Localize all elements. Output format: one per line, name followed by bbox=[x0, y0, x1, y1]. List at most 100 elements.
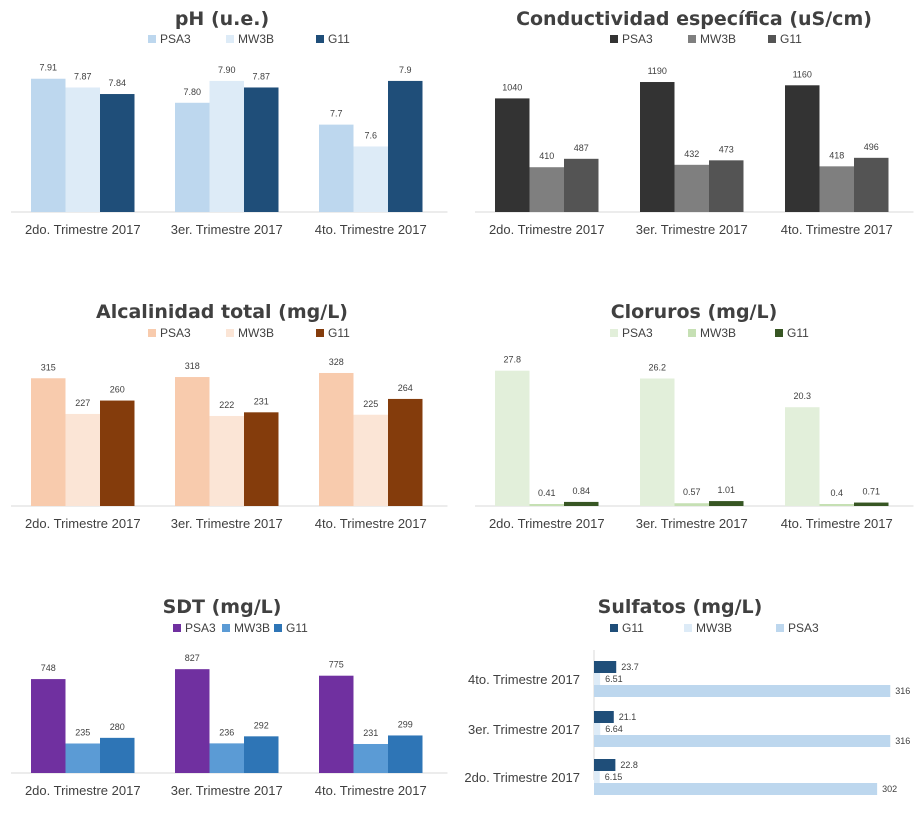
chart5-bar-g11-1 bbox=[100, 737, 135, 773]
chart5-bar-psa3-3 bbox=[319, 675, 354, 773]
chart2-legend-swatch-psa3 bbox=[610, 35, 618, 43]
chart5-label-psa3-1: 748 bbox=[41, 663, 56, 673]
chart2-label-mw3b-2: 432 bbox=[684, 149, 699, 159]
chart4-bar-mw3b-3 bbox=[819, 504, 854, 506]
chart1-label-mw3b-1: 7.87 bbox=[74, 71, 92, 81]
chart5-legend-swatch-mw3b bbox=[222, 624, 230, 632]
chart4-bar-psa3-1 bbox=[495, 370, 530, 506]
chart2-label-mw3b-3: 418 bbox=[829, 150, 844, 160]
chart5-label-mw3b-3: 231 bbox=[363, 728, 378, 738]
chart6-bar-mw3b-2 bbox=[594, 723, 601, 735]
chart5-bar-g11-3 bbox=[388, 735, 423, 773]
chart2-bar-psa3-2 bbox=[640, 82, 675, 212]
chart1-bar-g11-2 bbox=[244, 87, 279, 212]
chart1-legend-mw3b: MW3B bbox=[238, 32, 274, 46]
chart1-label-mw3b-3: 7.6 bbox=[364, 130, 377, 140]
chart5-label-psa3-3: 775 bbox=[329, 660, 344, 670]
chart1-legend-swatch-mw3b bbox=[226, 35, 234, 43]
chart3-label-psa3-3: 328 bbox=[329, 357, 344, 367]
chart3-bar-psa3-3 bbox=[319, 372, 354, 506]
chart3-label-g11-2: 231 bbox=[254, 396, 269, 406]
chart2-label-psa3-1: 1040 bbox=[502, 82, 522, 92]
chart1-label-g11-1: 7.84 bbox=[108, 78, 126, 88]
chart6-bar-g11-2 bbox=[594, 711, 614, 723]
chart1-bar-g11-3 bbox=[388, 80, 423, 212]
chart1-bar-mw3b-1 bbox=[65, 87, 100, 212]
chart2-category-2: 3er. Trimestre 2017 bbox=[636, 222, 748, 237]
chart6-bar-psa3-3 bbox=[594, 783, 878, 795]
chart5-legend-swatch-psa3 bbox=[173, 624, 181, 632]
chart6-label-mw3b-2: 6.64 bbox=[605, 724, 623, 734]
chart3-category-3: 4to. Trimestre 2017 bbox=[315, 516, 427, 531]
chart4-bar-psa3-2 bbox=[640, 378, 675, 506]
chart4-label-mw3b-1: 0.41 bbox=[538, 488, 556, 498]
chart5-category-1: 2do. Trimestre 2017 bbox=[25, 783, 141, 798]
chart1-legend-psa3: PSA3 bbox=[160, 32, 191, 46]
chart4-legend-swatch-psa3 bbox=[610, 329, 618, 337]
chart3-label-g11-1: 260 bbox=[110, 385, 125, 395]
chart2-legend-psa3: PSA3 bbox=[622, 32, 653, 46]
chart3-bar-mw3b-2 bbox=[209, 415, 244, 506]
chart6-bar-mw3b-1 bbox=[594, 673, 601, 685]
chart1-legend-g11: G11 bbox=[328, 32, 350, 46]
chart4-category-2: 3er. Trimestre 2017 bbox=[636, 516, 748, 531]
chart4-label-mw3b-2: 0.57 bbox=[683, 487, 701, 497]
chart1-bar-mw3b-3 bbox=[353, 146, 388, 212]
chart6-bar-g11-3 bbox=[594, 759, 616, 771]
chart2-legend-swatch-mw3b bbox=[688, 35, 696, 43]
chart4-bar-g11-2 bbox=[709, 501, 744, 506]
chart5-bar-mw3b-2 bbox=[209, 743, 244, 773]
chart3-label-mw3b-3: 225 bbox=[363, 399, 378, 409]
chart2-bar-mw3b-3 bbox=[819, 166, 854, 212]
chart1-category-2: 3er. Trimestre 2017 bbox=[171, 222, 283, 237]
chart6-legend-swatch-mw3b bbox=[684, 624, 692, 632]
chart5-label-mw3b-2: 236 bbox=[219, 727, 234, 737]
chart6-label-mw3b-3: 6.15 bbox=[605, 772, 623, 782]
chart1-bar-g11-1 bbox=[100, 94, 135, 212]
chart2-label-mw3b-1: 410 bbox=[539, 151, 554, 161]
chart1-bar-psa3-2 bbox=[175, 102, 210, 212]
chart4-legend-g11: G11 bbox=[787, 326, 809, 340]
chart4-legend-swatch-g11 bbox=[775, 329, 783, 337]
chart2-bar-g11-2 bbox=[709, 160, 744, 212]
chart2-legend-g11: G11 bbox=[780, 32, 802, 46]
chart3-label-mw3b-1: 227 bbox=[75, 398, 90, 408]
chart4-bar-g11-1 bbox=[564, 501, 599, 506]
chart6-bar-mw3b-3 bbox=[594, 771, 600, 783]
chart3-legend-psa3: PSA3 bbox=[160, 326, 191, 340]
chart2-label-psa3-3: 1160 bbox=[793, 69, 812, 79]
chart4-label-g11-1: 0.84 bbox=[572, 486, 590, 496]
chart4-title: Cloruros (mg/L) bbox=[611, 301, 778, 323]
chart6-label-g11-3: 22.8 bbox=[620, 760, 638, 770]
chart2-title: Conductividad específica (uS/cm) bbox=[516, 8, 872, 30]
chart6-bar-psa3-2 bbox=[594, 735, 891, 747]
chart6-bar-psa3-1 bbox=[594, 685, 891, 697]
chart4-bar-g11-3 bbox=[854, 502, 889, 506]
chart5-legend-mw3b: MW3B bbox=[234, 621, 270, 635]
chart1-label-psa3-3: 7.7 bbox=[330, 109, 343, 119]
chart4-label-psa3-2: 26.2 bbox=[648, 362, 666, 372]
chart4-label-g11-3: 0.71 bbox=[862, 487, 880, 497]
chart6-label-g11-1: 23.7 bbox=[621, 662, 639, 672]
chart1-legend-swatch-psa3 bbox=[148, 35, 156, 43]
chart5-category-2: 3er. Trimestre 2017 bbox=[171, 783, 283, 798]
chart2-legend-mw3b: MW3B bbox=[700, 32, 736, 46]
chart4-bar-mw3b-2 bbox=[674, 503, 709, 506]
chart2-bar-psa3-3 bbox=[785, 85, 820, 212]
chart6-legend-mw3b: MW3B bbox=[696, 621, 732, 635]
chart5-title: SDT (mg/L) bbox=[163, 596, 282, 618]
chart2-legend-swatch-g11 bbox=[768, 35, 776, 43]
chart2-label-g11-3: 496 bbox=[864, 142, 879, 152]
chart5-legend-g11: G11 bbox=[286, 621, 308, 635]
chart3-label-g11-3: 264 bbox=[398, 383, 413, 393]
chart1-category-3: 4to. Trimestre 2017 bbox=[315, 222, 427, 237]
chart2-category-3: 4to. Trimestre 2017 bbox=[781, 222, 893, 237]
chart6-title: Sulfatos (mg/L) bbox=[598, 596, 763, 618]
chart6-category-3: 2do. Trimestre 2017 bbox=[464, 770, 580, 785]
chart1-title: pH (u.e.) bbox=[175, 8, 269, 30]
chart3-bar-psa3-2 bbox=[175, 377, 210, 506]
chart5-label-g11-3: 299 bbox=[398, 719, 413, 729]
chart4-legend-psa3: PSA3 bbox=[622, 326, 653, 340]
chart1-label-mw3b-2: 7.90 bbox=[218, 65, 236, 75]
